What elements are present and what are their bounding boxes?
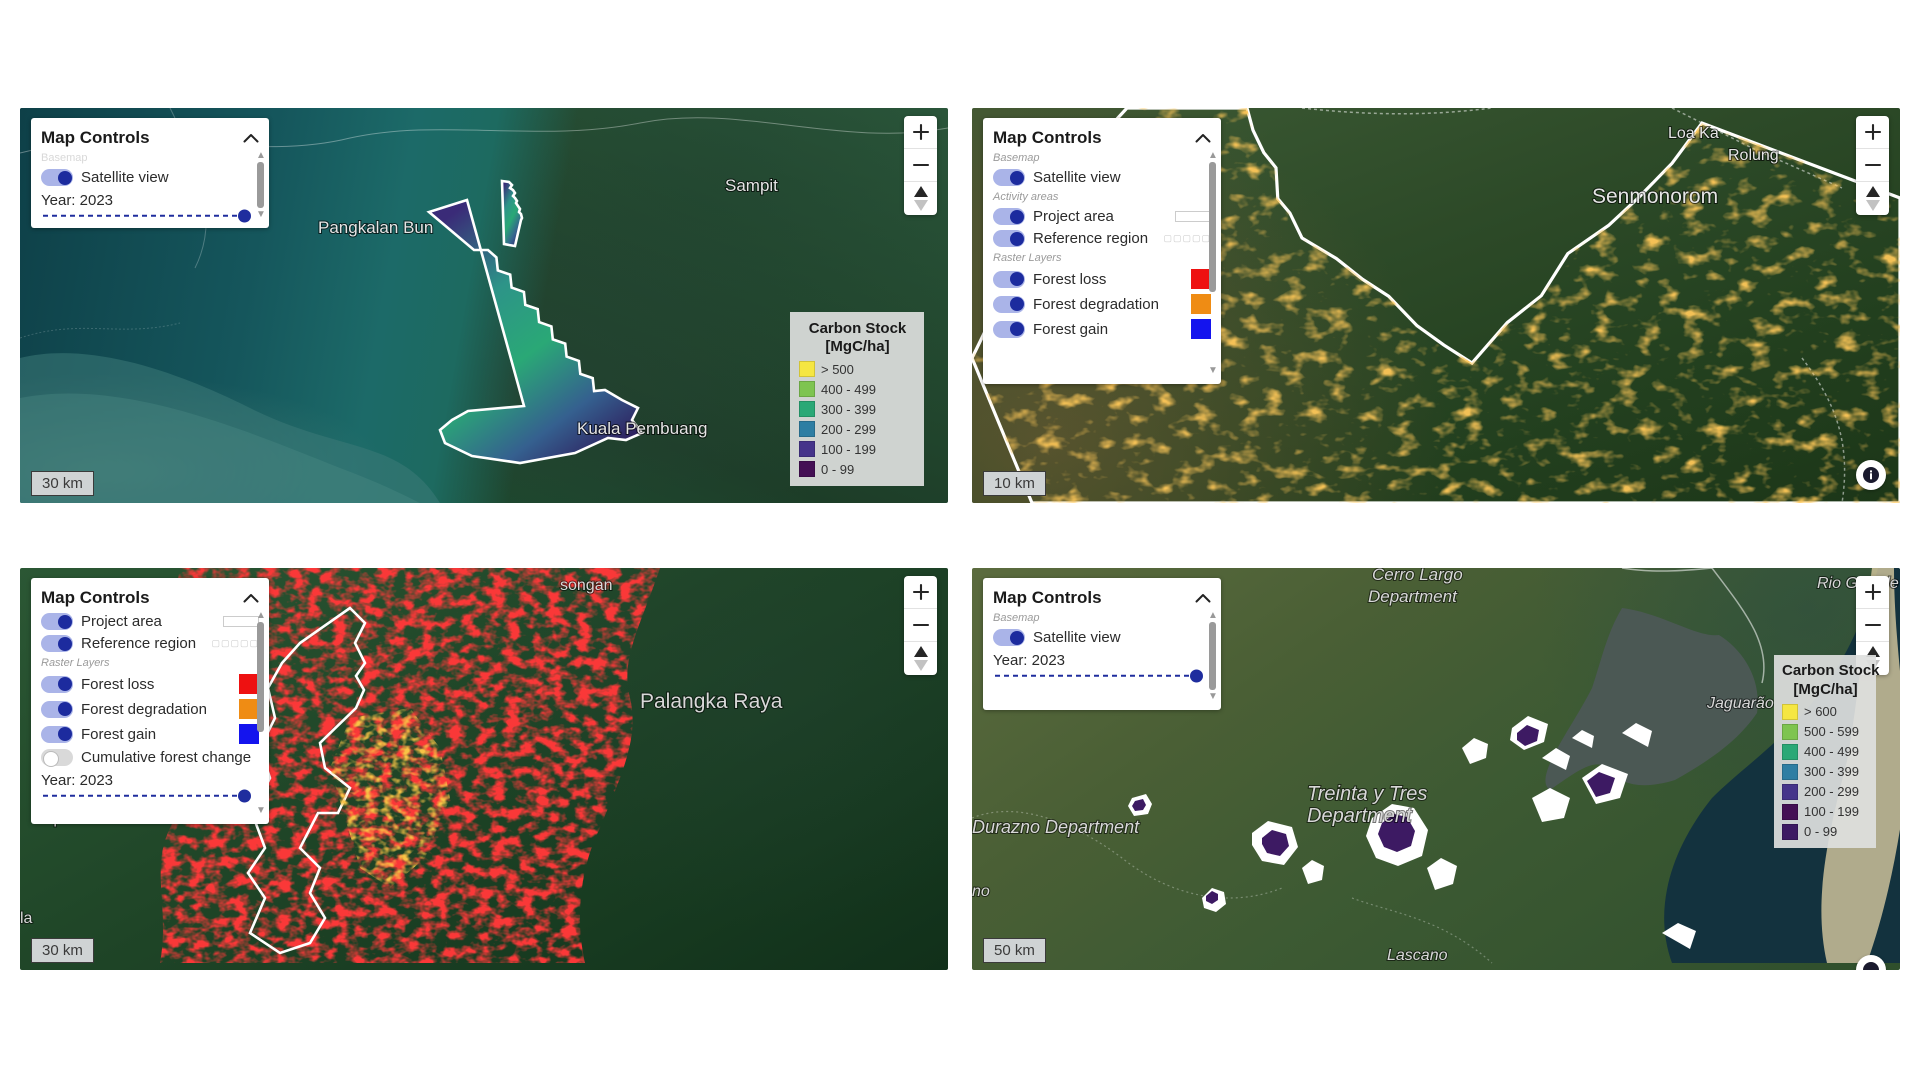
svg-text:no: no (972, 883, 990, 900)
svg-text:Rolung: Rolung (1728, 147, 1779, 164)
svg-text:Jaguarão: Jaguarão (1706, 695, 1774, 712)
svg-text:Sampit: Sampit (725, 176, 778, 195)
svg-text:Department: Department (1307, 805, 1413, 827)
svg-text:Cerro Largo: Cerro Largo (1372, 568, 1463, 584)
svg-text:Senmonorom: Senmonorom (1592, 185, 1718, 208)
svg-text:Palangka Raya: Palangka Raya (640, 690, 783, 713)
svg-text:songan: songan (560, 577, 613, 594)
svg-text:Durazno Department: Durazno Department (972, 817, 1140, 837)
svg-text:Department: Department (1368, 587, 1458, 606)
svg-text:Lascano: Lascano (1387, 947, 1448, 964)
svg-text:Loa Ka: Loa Ka (1668, 125, 1719, 142)
svg-text:Treinta y Tres: Treinta y Tres (1307, 783, 1427, 805)
svg-text:la: la (20, 910, 33, 927)
svg-text:Kuala Pembuang: Kuala Pembuang (577, 419, 707, 438)
svg-text:Pangkalan Bun: Pangkalan Bun (318, 218, 433, 237)
